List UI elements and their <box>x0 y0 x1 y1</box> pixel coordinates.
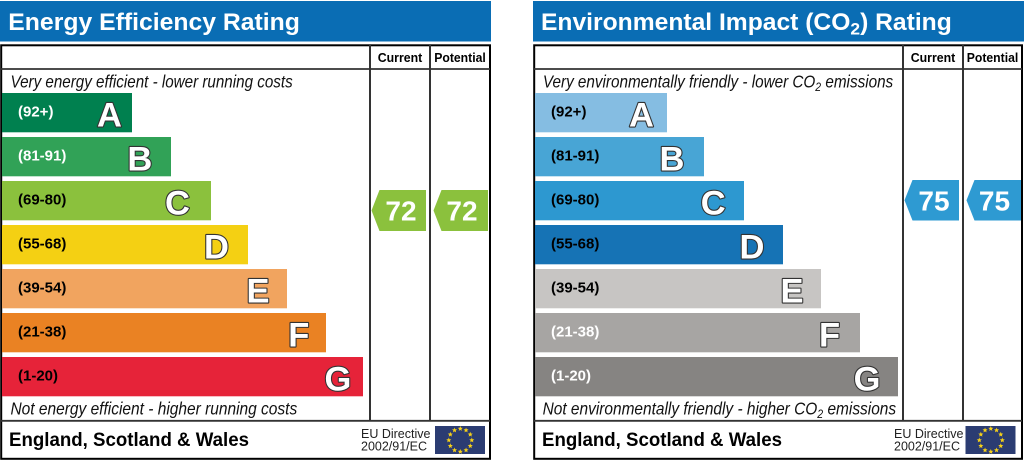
svg-text:(1-20): (1-20) <box>18 368 58 385</box>
svg-text:2002/91/EC: 2002/91/EC <box>894 439 960 453</box>
svg-text:EU Directive: EU Directive <box>894 427 964 441</box>
svg-text:England, Scotland & Wales: England, Scotland & Wales <box>9 429 249 451</box>
svg-text:(39-54): (39-54) <box>551 280 599 297</box>
svg-text:72: 72 <box>385 196 416 227</box>
svg-text:Potential: Potential <box>434 50 486 65</box>
svg-text:(1-20): (1-20) <box>551 368 591 385</box>
svg-text:Not energy efficient - higher: Not energy efficient - higher running co… <box>11 398 298 418</box>
svg-text:D: D <box>204 229 229 267</box>
svg-text:B: B <box>660 141 685 179</box>
svg-text:(69-80): (69-80) <box>551 192 599 209</box>
svg-text:E: E <box>780 273 803 311</box>
svg-text:F: F <box>288 317 309 355</box>
svg-text:Not environmentally friendly -: Not environmentally friendly - higher CO… <box>543 399 897 421</box>
svg-text:(21-38): (21-38) <box>18 324 66 341</box>
svg-text:(69-80): (69-80) <box>18 192 66 209</box>
svg-text:D: D <box>740 229 765 267</box>
svg-text:Very energy efficient - lower: Very energy efficient - lower running co… <box>11 73 293 92</box>
svg-text:75: 75 <box>979 185 1010 216</box>
svg-text:2002/91/EC: 2002/91/EC <box>361 439 427 453</box>
svg-text:A: A <box>629 97 654 135</box>
svg-text:Environmental Impact (CO2​) Ra: Environmental Impact (CO2​) Rating <box>541 9 952 38</box>
svg-text:(92+): (92+) <box>18 104 53 121</box>
svg-text:Current: Current <box>911 50 956 65</box>
svg-text:(55-68): (55-68) <box>551 236 599 253</box>
svg-text:C: C <box>165 185 190 223</box>
svg-text:(92+): (92+) <box>551 104 586 121</box>
svg-text:G: G <box>324 361 351 399</box>
svg-text:Very environmentally friendly: Very environmentally friendly - lower CO… <box>543 73 893 95</box>
svg-text:(55-68): (55-68) <box>18 236 66 253</box>
svg-text:75: 75 <box>918 185 949 216</box>
svg-text:(39-54): (39-54) <box>18 280 66 297</box>
svg-text:C: C <box>701 185 726 223</box>
svg-text:G: G <box>854 361 881 399</box>
svg-text:A: A <box>97 97 122 135</box>
svg-text:(81-91): (81-91) <box>18 148 66 165</box>
svg-text:(81-91): (81-91) <box>551 148 599 165</box>
svg-text:Potential: Potential <box>967 50 1019 65</box>
svg-text:(21-38): (21-38) <box>551 324 599 341</box>
svg-text:E: E <box>246 273 269 311</box>
svg-text:B: B <box>127 141 152 179</box>
svg-text:Energy Efficiency Rating: Energy Efficiency Rating <box>8 9 300 36</box>
svg-text:England, Scotland & Wales: England, Scotland & Wales <box>542 429 782 451</box>
svg-text:72: 72 <box>446 196 477 227</box>
svg-text:F: F <box>819 317 840 355</box>
svg-text:Current: Current <box>378 50 423 65</box>
svg-text:EU Directive: EU Directive <box>361 427 431 441</box>
